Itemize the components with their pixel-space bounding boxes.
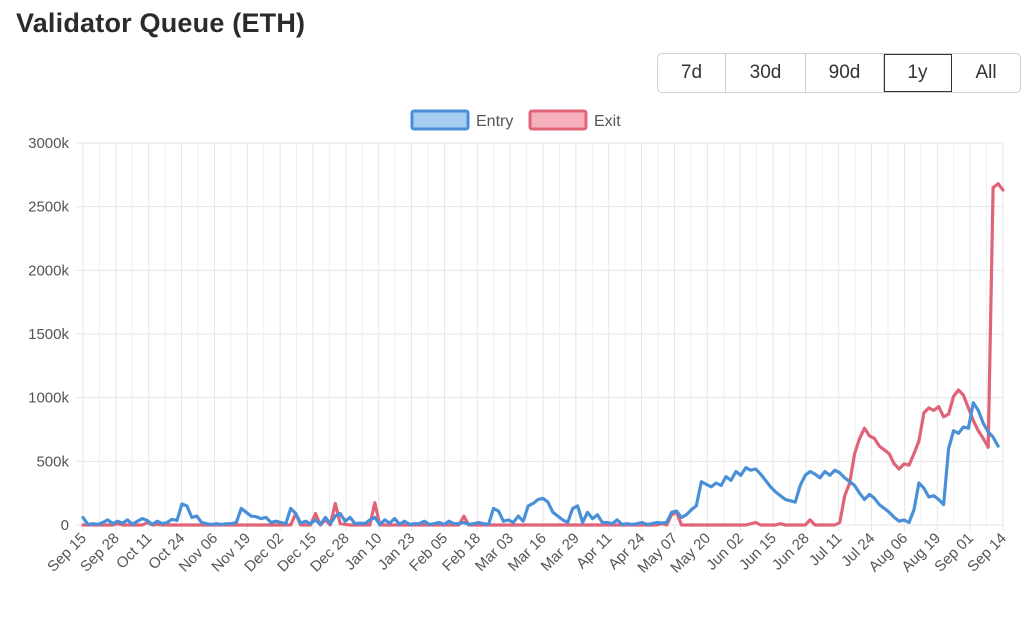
range-selector: 7d 30d 90d 1y All: [657, 53, 1021, 93]
range-button-all[interactable]: All: [952, 54, 1020, 92]
y-tick-label: 1000k: [28, 390, 69, 407]
y-tick-label: 2000k: [28, 262, 69, 279]
y-tick-label: 0: [61, 517, 69, 534]
x-tick-label: Jul 11: [806, 530, 846, 570]
validator-queue-chart: Entry Exit 0 500k 1000k 1500k 2000k 2500k 3000…: [28, 109, 1010, 577]
chart-series: [81, 182, 1005, 527]
range-button-7d[interactable]: 7d: [658, 54, 726, 92]
range-button-30d[interactable]: 30d: [726, 54, 806, 92]
legend-exit-swatch[interactable]: [528, 109, 588, 131]
y-tick-label: 500k: [36, 453, 69, 470]
chart-grid: [76, 142, 1004, 531]
y-tick-label: 2500k: [28, 199, 69, 216]
y-axis-ticks: 0 500k 1000k 1500k 2000k 2500k 3000k: [28, 135, 69, 534]
x-tick-label: Jun 28: [769, 530, 813, 574]
chart-legend: Entry Exit: [410, 109, 621, 131]
y-tick-label: 3000k: [28, 135, 69, 152]
legend-exit-label[interactable]: Exit: [594, 113, 621, 130]
series-line-entry[interactable]: [81, 401, 1000, 526]
y-tick-label: 1500k: [28, 326, 69, 343]
range-button-1y[interactable]: 1y: [884, 54, 952, 92]
legend-entry-swatch[interactable]: [410, 109, 470, 131]
range-button-90d[interactable]: 90d: [806, 54, 884, 92]
page-title: Validator Queue (ETH): [16, 8, 306, 38]
legend-entry-label[interactable]: Entry: [476, 113, 513, 130]
